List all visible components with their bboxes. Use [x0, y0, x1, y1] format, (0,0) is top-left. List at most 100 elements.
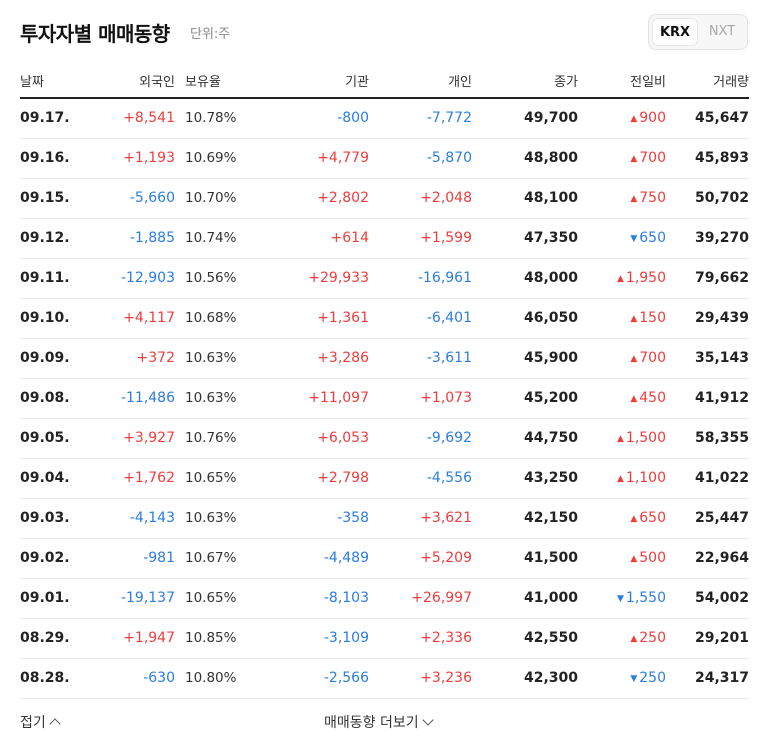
cell-individual: -16,961 — [369, 258, 472, 299]
cell-change-value: 450 — [639, 390, 666, 406]
cell-individual: -9,692 — [369, 418, 472, 459]
cell-volume: 29,201 — [666, 618, 749, 659]
cell-change-value: 700 — [639, 150, 666, 166]
cell-holding: 10.68% — [175, 298, 257, 339]
column-header-change: 전일비 — [578, 64, 666, 99]
cell-change-value: 650 — [639, 510, 666, 526]
table-row: 09.12. -1,885 10.74% +614 +1,599 47,350 ▼ 650 39… — [20, 218, 749, 259]
cell-change-value: 250 — [639, 630, 666, 646]
market-toggle-nxt[interactable]: NXT — [708, 24, 736, 39]
cell-date: 08.28. — [20, 658, 80, 699]
cell-date: 09.15. — [20, 178, 80, 219]
cell-individual: +1,599 — [369, 218, 472, 259]
cell-holding: 10.65% — [175, 458, 257, 499]
cell-foreign: +1,193 — [80, 138, 175, 179]
table-row: 09.11. -12,903 10.56% +29,933 -16,961 48,000 ▲… — [20, 258, 749, 299]
more-trend-label: 매매동향 더보기 — [324, 715, 419, 731]
cell-foreign: +1,762 — [80, 458, 175, 499]
cell-holding: 10.70% — [175, 178, 257, 219]
cell-date: 09.08. — [20, 378, 80, 419]
triangle-up-icon: ▲ — [630, 554, 638, 564]
cell-individual: +26,997 — [369, 578, 472, 619]
cell-date: 09.01. — [20, 578, 80, 619]
unit-label: 단위:주 — [190, 27, 231, 42]
cell-close: 46,050 — [472, 298, 578, 339]
cell-institution: +1,361 — [257, 298, 369, 339]
cell-individual: +2,336 — [369, 618, 472, 659]
cell-change: ▲ 150 — [578, 298, 666, 339]
cell-foreign: -981 — [80, 538, 175, 579]
cell-individual: -4,556 — [369, 458, 472, 499]
cell-volume: 54,002 — [666, 578, 749, 619]
column-header-date: 날짜 — [20, 64, 80, 99]
cell-holding: 10.56% — [175, 258, 257, 299]
cell-volume: 45,893 — [666, 138, 749, 179]
cell-change: ▼ 650 — [578, 218, 666, 259]
cell-change-value: 900 — [639, 110, 666, 127]
cell-close: 41,000 — [472, 578, 578, 619]
cell-change-value: 250 — [639, 670, 666, 686]
cell-change: ▲ 1,100 — [578, 458, 666, 499]
cell-foreign: -4,143 — [80, 498, 175, 539]
cell-volume: 45,647 — [666, 98, 749, 139]
cell-change: ▲ 1,500 — [578, 418, 666, 459]
fold-button[interactable]: 접기 — [20, 712, 61, 732]
table-footer: 접기 매매동향 더보기 — [20, 712, 748, 734]
triangle-up-icon: ▲ — [630, 114, 638, 125]
market-toggle: KRX NXT — [648, 14, 748, 50]
cell-foreign: +3,927 — [80, 418, 175, 459]
cell-holding: 10.85% — [175, 618, 257, 659]
cell-volume: 50,702 — [666, 178, 749, 219]
column-header-individual: 개인 — [369, 64, 472, 99]
cell-volume: 58,355 — [666, 418, 749, 459]
column-header-foreign: 외국인 — [80, 64, 175, 99]
cell-date: 09.10. — [20, 298, 80, 339]
triangle-up-icon: ▲ — [630, 354, 638, 364]
cell-change-value: 1,100 — [625, 470, 666, 486]
cell-holding: 10.76% — [175, 418, 257, 459]
table-row: 09.10. +4,117 10.68% +1,361 -6,401 46,050 ▲ 150… — [20, 298, 749, 339]
cell-holding: 10.63% — [175, 498, 257, 539]
cell-foreign: +372 — [80, 338, 175, 379]
triangle-up-icon: ▲ — [616, 474, 624, 484]
table-row: 09.08. -11,486 10.63% +11,097 +1,073 45,200 ▲ 4… — [20, 378, 749, 419]
section-header: 투자자별 매매동향 단위:주 KRX NXT — [20, 14, 748, 50]
cell-close: 43,250 — [472, 458, 578, 499]
cell-date: 09.09. — [20, 338, 80, 379]
cell-individual: +5,209 — [369, 538, 472, 579]
cell-date: 09.17. — [20, 98, 80, 139]
cell-date: 09.05. — [20, 418, 80, 459]
cell-date: 09.12. — [20, 218, 80, 259]
market-toggle-krx[interactable]: KRX — [652, 18, 698, 46]
cell-change: ▲ 700 — [578, 338, 666, 379]
triangle-up-icon: ▲ — [630, 154, 638, 164]
cell-date: 09.03. — [20, 498, 80, 539]
cell-foreign: -19,137 — [80, 578, 175, 619]
cell-individual: +3,236 — [369, 658, 472, 699]
cell-close: 45,200 — [472, 378, 578, 419]
cell-individual: +1,073 — [369, 378, 472, 419]
table-body: 09.17. +8,541 10.78% -800 -7,772 49,700 ▲ 900 45… — [20, 98, 749, 699]
more-trend-button[interactable]: 매매동향 더보기 — [324, 712, 434, 732]
triangle-up-icon: ▲ — [630, 514, 638, 524]
triangle-up-icon: ▲ — [630, 394, 638, 404]
triangle-up-icon: ▲ — [630, 314, 638, 324]
cell-volume: 29,439 — [666, 298, 749, 339]
cell-foreign: -12,903 — [80, 258, 175, 299]
cell-close: 48,100 — [472, 178, 578, 219]
cell-foreign: +1,947 — [80, 618, 175, 659]
cell-close: 47,350 — [472, 218, 578, 259]
table-row: 08.28. -630 10.80% -2,566 +3,236 42,300 ▼ 250 24… — [20, 658, 749, 699]
triangle-up-icon: ▲ — [630, 194, 638, 204]
cell-individual: -3,611 — [369, 338, 472, 379]
cell-institution: +2,798 — [257, 458, 369, 499]
table-row: 09.15. -5,660 10.70% +2,802 +2,048 48,100 ▲ 750… — [20, 178, 749, 219]
cell-holding: 10.63% — [175, 378, 257, 419]
cell-change-value: 500 — [639, 550, 666, 566]
cell-volume: 39,270 — [666, 218, 749, 259]
cell-individual: +3,621 — [369, 498, 472, 539]
cell-institution: +6,053 — [257, 418, 369, 459]
cell-change: ▼ 1,550 — [578, 578, 666, 619]
triangle-up-icon: ▲ — [630, 634, 638, 644]
table-row: 09.03. -4,143 10.63% -358 +3,621 42,150 ▲ 650 25… — [20, 498, 749, 539]
